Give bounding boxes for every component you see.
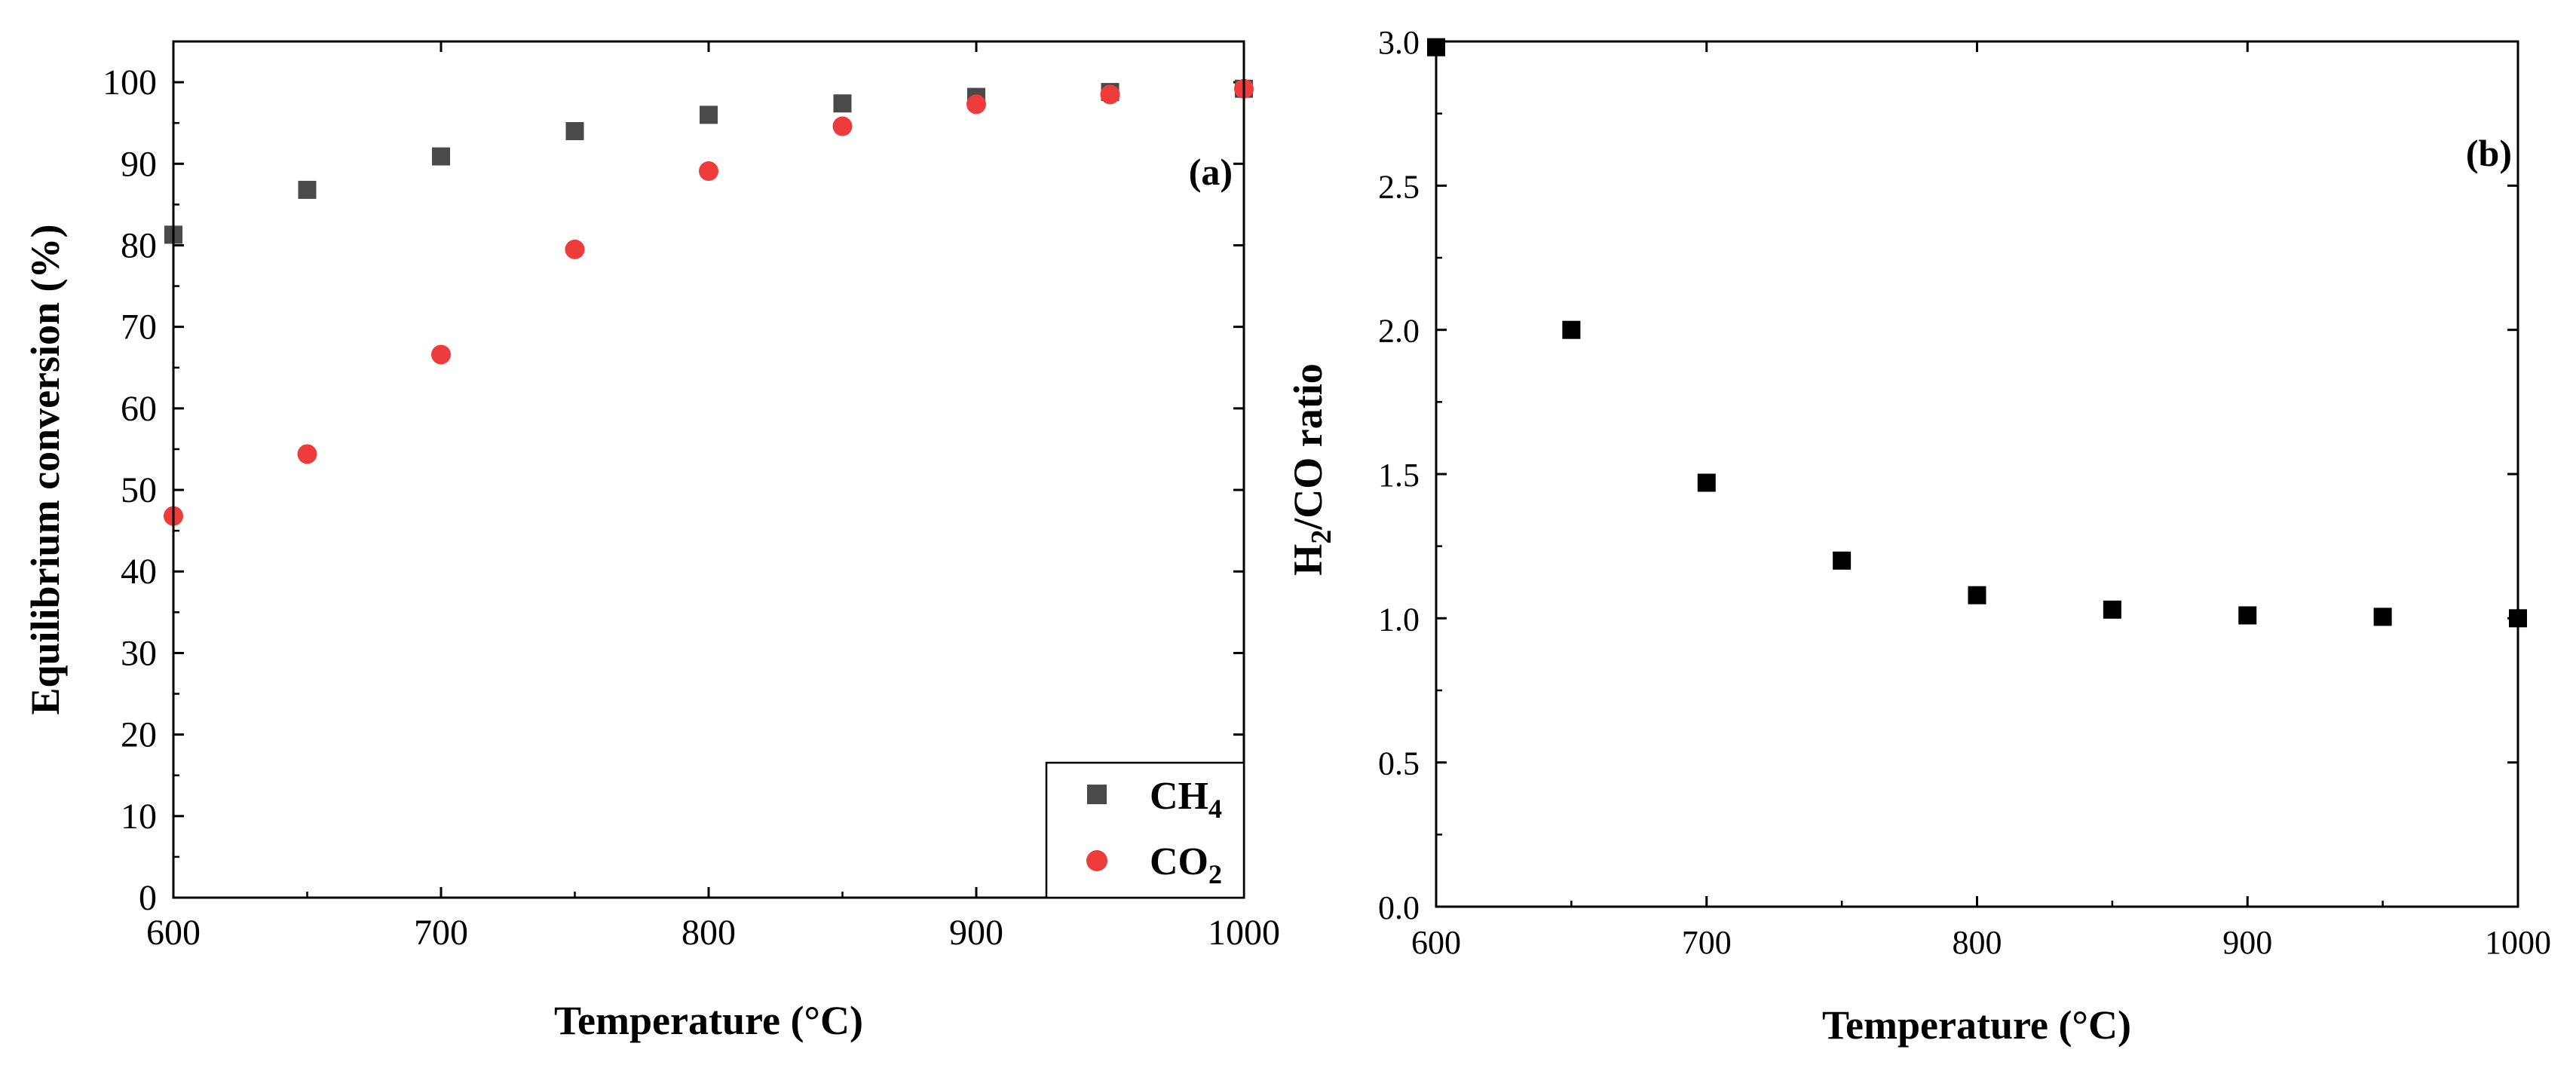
x-axis-title-b: Temperature (°C): [1822, 1002, 2131, 1048]
data-point-co2: [832, 116, 853, 136]
x-axis-ticks-b: 600 700 800 900 1000: [1411, 41, 2551, 961]
x-tick-label-b: 1000: [2485, 924, 2551, 961]
data-point-co2: [297, 444, 317, 464]
x-tick-label-a: 900: [949, 913, 1003, 953]
y-tick-label-a: 50: [121, 470, 157, 510]
x-tick-label-b: 800: [1953, 924, 2002, 961]
panel-label-a: (a): [1189, 151, 1233, 193]
x-tick-label-a: 800: [682, 913, 736, 953]
data-point-co2: [431, 344, 451, 365]
x-axis-ticks-a: 600 700 800 900 1000: [146, 41, 1280, 953]
y-tick-label-a: 80: [121, 225, 157, 265]
data-point-co2: [565, 239, 585, 259]
y-tick-label-b: 1.5: [1378, 457, 1420, 494]
x-axis-title-a: Temperature (°C): [554, 998, 863, 1043]
y-axis-ticks-b: 0.0 0.5 1.0 1.5 2.0 2.5 3.0: [1378, 24, 2518, 926]
panel-label-b: (b): [2466, 132, 2512, 174]
data-point-co2: [966, 94, 986, 115]
legend-label-co2: CO2: [1150, 840, 1222, 889]
data-point-ch4: [298, 180, 317, 199]
legend-marker-co2: [1086, 850, 1107, 871]
data-point-co2: [1100, 84, 1120, 105]
y-axis-ticks-a: 0 10 20 30 40 50 60 70 80 90 100: [103, 40, 1244, 918]
data-point-h2co: [2103, 600, 2121, 619]
y-tick-label-b: 3.0: [1378, 24, 1420, 61]
y-tick-label-a: 40: [121, 552, 157, 592]
data-point-h2co: [1968, 586, 1986, 604]
y-tick-label-a: 10: [121, 797, 157, 837]
y-tick-label-a: 100: [103, 63, 157, 103]
data-point-ch4: [700, 106, 718, 124]
y-tick-label-b: 2.0: [1378, 313, 1420, 350]
y-tick-label-a: 60: [121, 389, 157, 429]
y-tick-label-a: 0: [139, 878, 157, 918]
y-tick-label-a: 20: [121, 715, 157, 755]
data-points-b: [1427, 38, 2527, 628]
y-tick-label-a: 90: [121, 144, 157, 184]
x-tick-label-a: 1000: [1208, 913, 1280, 953]
data-point-h2co: [1697, 473, 1716, 492]
legend-label-ch4: CH4: [1150, 775, 1222, 824]
y-tick-label-b: 2.5: [1378, 168, 1420, 205]
legend: CH4 CO2: [1045, 761, 1245, 899]
x-tick-label-a: 600: [146, 913, 201, 953]
data-point-ch4: [432, 147, 450, 166]
y-tick-label-b: 1.0: [1378, 601, 1420, 638]
x-tick-label-a: 700: [414, 913, 468, 953]
y-axis-title-b: H2/CO ratio: [1285, 363, 1337, 575]
x-tick-label-b: 600: [1411, 924, 1461, 961]
data-point-co2: [699, 161, 718, 182]
x-tick-label-b: 700: [1682, 924, 1732, 961]
data-point-ch4: [565, 122, 584, 141]
data-point-h2co: [2238, 606, 2257, 625]
y-tick-label-b: 0.0: [1378, 889, 1420, 926]
legend-box: [1045, 761, 1245, 899]
y-tick-label-a: 30: [121, 633, 157, 673]
data-point-ch4: [833, 94, 852, 113]
y-axis-title-a: Equilibrium conversion (%): [23, 224, 68, 714]
data-point-h2co: [1562, 320, 1581, 339]
legend-marker-ch4: [1087, 785, 1107, 804]
plot-frame-a: [172, 40, 1245, 899]
data-point-h2co: [2373, 607, 2392, 626]
x-tick-label-b: 900: [2222, 924, 2272, 961]
plot-frame-b: [1435, 40, 2519, 908]
y-tick-label-b: 0.5: [1378, 745, 1420, 782]
y-tick-label-a: 70: [121, 308, 157, 347]
data-point-h2co: [1833, 551, 1852, 570]
chart-panel-b: 0.0 0.5 1.0 1.5 2.0 2.5 3.0 600 700 800 900 1000 (…: [1285, 24, 2551, 1048]
data-points-a: [164, 78, 1254, 526]
